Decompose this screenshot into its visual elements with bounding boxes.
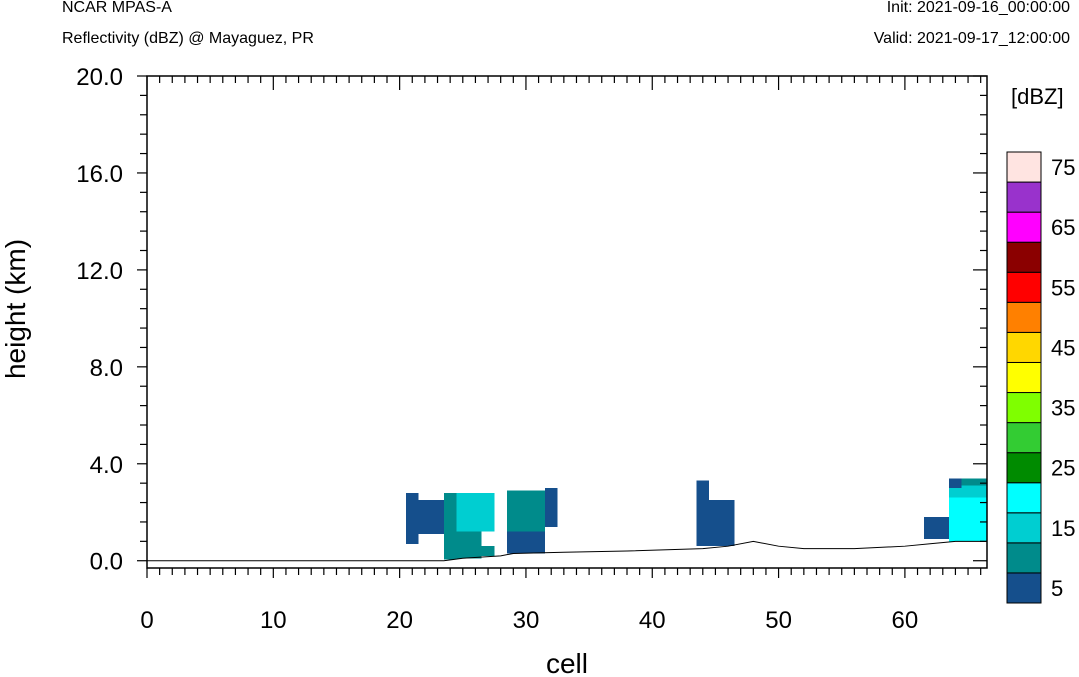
colorbar-swatch [1006,452,1042,484]
colorbar-swatch [1006,361,1042,394]
reflectivity-cell [949,478,962,489]
plot-frame [146,75,988,569]
x-tick-label: 0 [140,607,153,634]
colorbar-swatch [1006,241,1042,273]
colorbar-label: 75 [1051,155,1075,180]
reflectivity-cell [923,517,950,539]
init-time: Init: 2021-09-16_00:00:00 [886,0,1070,16]
colorbar-label: 45 [1051,335,1075,360]
y-tick-label: 4.0 [90,452,123,479]
reflectivity-cell [949,488,962,498]
y-tick-label: 8.0 [90,355,123,382]
colorbar-swatch [1006,512,1042,544]
terrain-polyline [147,540,987,562]
colorbar-labels: 5 15 25 35 45 55 65 75 [1051,155,1075,601]
reflectivity-cell [405,492,419,544]
reflectivity-cell [709,500,735,547]
terrain-line [147,540,987,562]
reflectivity-cell [544,488,558,527]
y-axis-title: height (km) [0,239,31,379]
colorbar-label: 65 [1051,215,1075,240]
colorbar-swatch [1006,331,1042,363]
reflectivity-cell [456,531,482,559]
x-tick-label: 30 [513,607,540,634]
colorbar-label: 35 [1051,396,1075,421]
colorbar [1006,151,1042,604]
reflectivity-cell [481,546,495,556]
reflectivity-cell [507,531,545,554]
colorbar-swatch [1006,211,1042,243]
colorbar-swatch [1006,482,1042,514]
plot-title: Reflectivity (dBZ) @ Mayaguez, PR [62,30,314,47]
colorbar-units: [dBZ] [1011,84,1064,109]
model-name: NCAR MPAS-A [62,0,172,16]
valid-time: Valid: 2021-09-17_12:00:00 [873,30,1070,47]
reflectivity-cell [961,485,987,498]
x-tick-label: 10 [260,607,287,634]
colorbar-label: 5 [1051,576,1063,601]
colorbar-swatch [1006,271,1042,303]
y-tick-labels: 0.0 4.0 8.0 12.0 16.0 20.0 [76,64,123,576]
y-tick-label: 16.0 [76,161,123,188]
x-tick-label: 60 [892,607,919,634]
y-tick-label: 12.0 [76,258,123,285]
reflectivity-cells [405,478,987,560]
reflectivity-cell [456,492,495,532]
reflectivity-cell [443,492,457,560]
x-tick-label: 40 [639,607,666,634]
reflectivity-cell [696,480,710,547]
colorbar-swatch [1006,301,1042,333]
reflectivity-cell [418,500,444,535]
colorbar-swatch [1006,422,1042,454]
x-tick-label: 50 [765,607,792,634]
colorbar-label: 15 [1051,516,1075,541]
colorbar-swatch [1006,151,1042,183]
y-tick-label: 0.0 [90,549,123,576]
colorbar-swatch [1006,181,1042,213]
colorbar-swatch [1006,542,1042,574]
axis-ticks [137,75,987,578]
reflectivity-cell [507,490,545,532]
reflectivity-cell [949,497,987,542]
x-tick-labels: 0 10 20 30 40 50 60 [140,607,918,634]
colorbar-label: 25 [1051,456,1075,481]
reflectivity-cell [961,478,987,486]
colorbar-label: 55 [1051,275,1075,300]
colorbar-swatch [1006,392,1042,424]
x-axis-title: cell [546,648,588,677]
colorbar-swatch [1006,572,1042,604]
x-tick-label: 20 [386,607,413,634]
y-tick-label: 20.0 [76,64,123,91]
